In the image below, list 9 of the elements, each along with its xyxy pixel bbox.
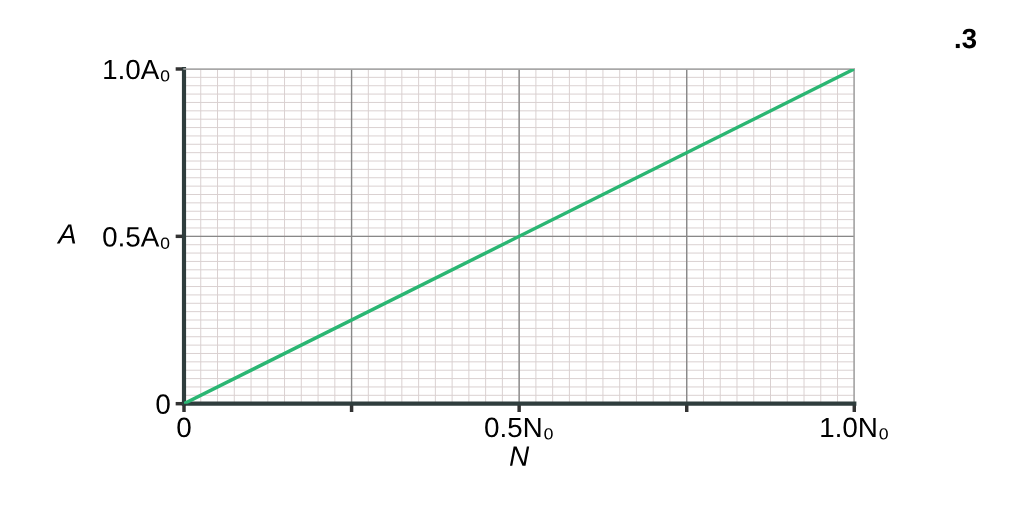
y-tick-label: 0 <box>156 394 170 415</box>
x-axis-title: N <box>509 446 530 466</box>
x-tick-label: 0.5N₀ <box>485 417 553 440</box>
x-tick-label: 1.0N₀ <box>821 417 888 440</box>
y-tick-label: 0.5A₀ <box>103 227 170 249</box>
y-axis-title: A <box>56 224 76 244</box>
x-tick-label: 0 <box>177 417 191 438</box>
y-tick-label: 1.0A₀ <box>104 59 170 82</box>
text: .3 <box>955 28 977 49</box>
